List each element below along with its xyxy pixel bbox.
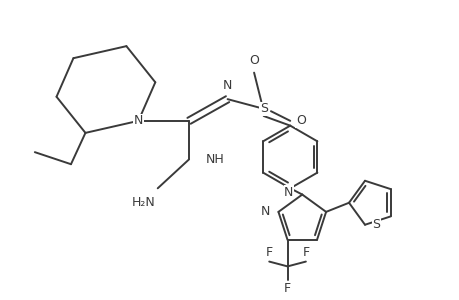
Text: N: N [260,206,269,218]
Text: S: S [371,218,380,231]
Text: N: N [284,186,293,199]
Text: O: O [296,114,305,127]
Text: S: S [259,102,267,115]
Text: F: F [302,246,309,259]
Text: N: N [134,114,143,127]
Text: F: F [265,246,272,259]
Text: N: N [223,79,232,92]
Text: NH: NH [206,153,224,166]
Text: F: F [283,282,291,295]
Text: O: O [249,54,258,67]
Text: H₂N: H₂N [131,196,155,208]
